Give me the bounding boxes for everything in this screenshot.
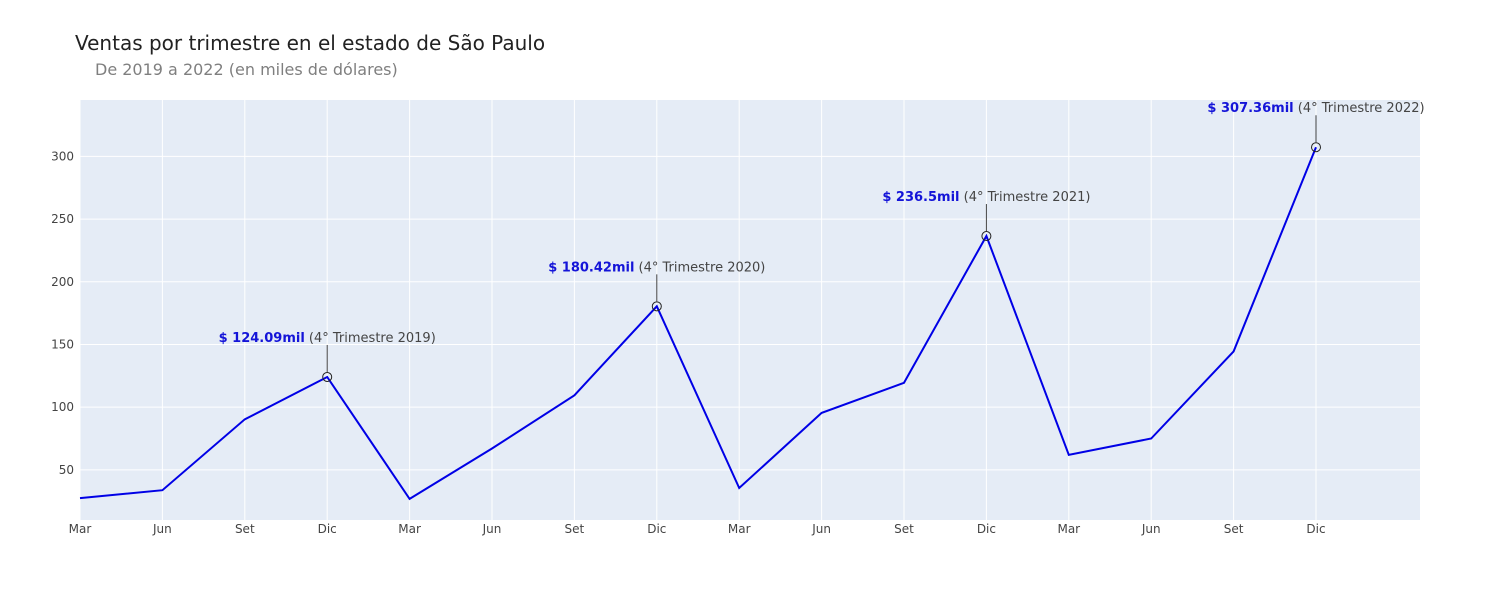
annotation-period: (4° Trimestre 2021) — [959, 190, 1090, 205]
x-tick-label: Mar — [69, 522, 92, 536]
plot-area — [80, 100, 1420, 520]
y-tick-label: 50 — [59, 463, 74, 477]
annotation: $ 307.36mil (4° Trimestre 2022) — [1207, 101, 1425, 153]
annotation-marker — [1311, 142, 1321, 153]
annotations: $ 124.09mil (4° Trimestre 2019) $ 180.42m… — [219, 101, 1425, 382]
annotation-period: (4° Trimestre 2022) — [1294, 101, 1425, 116]
chart-title: Ventas por trimestre en el estado de São… — [75, 31, 546, 55]
x-tick-label: Dic — [647, 522, 666, 536]
annotation-marker — [322, 371, 333, 382]
annotation-label: $ 180.42mil (4° Trimestre 2020) — [548, 260, 765, 275]
annotation-period: (4° Trimestre 2019) — [305, 331, 436, 346]
y-tick-label: 300 — [51, 149, 74, 163]
x-tick-label: Set — [565, 522, 585, 536]
x-axis-ticks: Mar Jun Set Dic Mar Jun Set Dic Mar Jun Set Dic Mar J… — [69, 522, 1326, 536]
annotation-label: $ 236.5mil (4° Trimestre 2021) — [882, 190, 1090, 205]
annotation-value: $ 236.5mil — [882, 190, 959, 205]
annotation: $ 180.42mil (4° Trimestre 2020) — [548, 260, 765, 312]
x-tick-label: Set — [1224, 522, 1244, 536]
y-tick-label: 250 — [51, 212, 74, 226]
x-tick-label: Dic — [977, 522, 996, 536]
x-tick-label: Set — [894, 522, 914, 536]
x-tick-label: Mar — [398, 522, 421, 536]
annotation: $ 124.09mil (4° Trimestre 2019) — [219, 331, 436, 382]
x-tick-label: Jun — [811, 522, 831, 536]
annotation-marker — [651, 301, 662, 312]
annotation-label: $ 307.36mil (4° Trimestre 2022) — [1207, 101, 1424, 116]
annotation-value: $ 124.09mil — [219, 331, 305, 346]
x-tick-label: Dic — [318, 522, 337, 536]
x-tick-label: Dic — [1306, 522, 1325, 536]
annotation-value: $ 180.42mil — [548, 260, 634, 275]
series-line — [79, 146, 1317, 501]
annotation-marker — [981, 231, 992, 242]
x-tick-label: Mar — [1057, 522, 1080, 536]
x-tick-label: Jun — [482, 522, 502, 536]
x-tick-label: Set — [235, 522, 255, 536]
annotation-value: $ 307.36mil — [1207, 101, 1293, 116]
x-tick-label: Jun — [152, 522, 172, 536]
y-axis-ticks: 50 100 150 200 250 300 — [51, 149, 74, 476]
annotation-label: $ 124.09mil (4° Trimestre 2019) — [219, 331, 436, 346]
grid-lines — [79, 100, 1420, 520]
x-tick-label: Jun — [1141, 522, 1161, 536]
y-tick-label: 200 — [51, 275, 74, 289]
annotation: $ 236.5mil (4° Trimestre 2021) — [882, 190, 1090, 242]
chart-subtitle: De 2019 a 2022 (en miles de dólares) — [95, 60, 398, 79]
annotation-period: (4° Trimestre 2020) — [634, 260, 765, 275]
x-tick-label: Mar — [728, 522, 751, 536]
y-tick-label: 100 — [51, 400, 74, 414]
y-tick-label: 150 — [51, 337, 74, 351]
